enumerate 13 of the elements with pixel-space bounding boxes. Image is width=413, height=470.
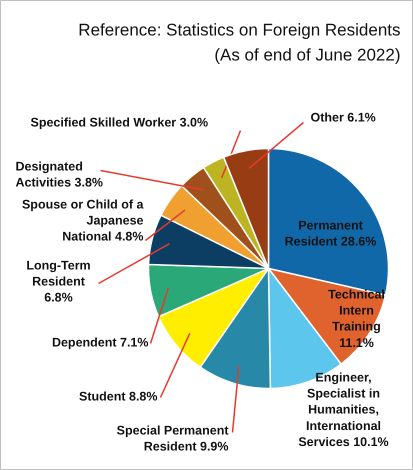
slice-label: Spouse or Child of a Japanese National 4.8% bbox=[22, 198, 145, 244]
slice-label: Student 8.8% bbox=[79, 390, 158, 404]
slice-label: Other 6.1% bbox=[310, 110, 376, 124]
slice-label: Designated Activities 3.8% bbox=[16, 160, 104, 190]
slice-label: Special Permanent Resident 9.9% bbox=[116, 424, 230, 454]
slice-label: Specified Skilled Worker 3.0% bbox=[30, 116, 208, 130]
slice-label: Permanent Resident 28.6% bbox=[284, 218, 376, 249]
slice-label: Engineer, Specialist in Humanities, International Services 10.1% bbox=[298, 370, 389, 449]
slice-label: Long-Term Resident bbox=[26, 258, 91, 289]
slice-label: Dependent 7.1% bbox=[52, 336, 149, 350]
chart-title: Reference: Statistics on Foreign Residents bbox=[78, 20, 401, 40]
data-label: 6.8% bbox=[44, 290, 73, 305]
chart-subtitle: (As of end of June 2022) bbox=[214, 46, 401, 64]
